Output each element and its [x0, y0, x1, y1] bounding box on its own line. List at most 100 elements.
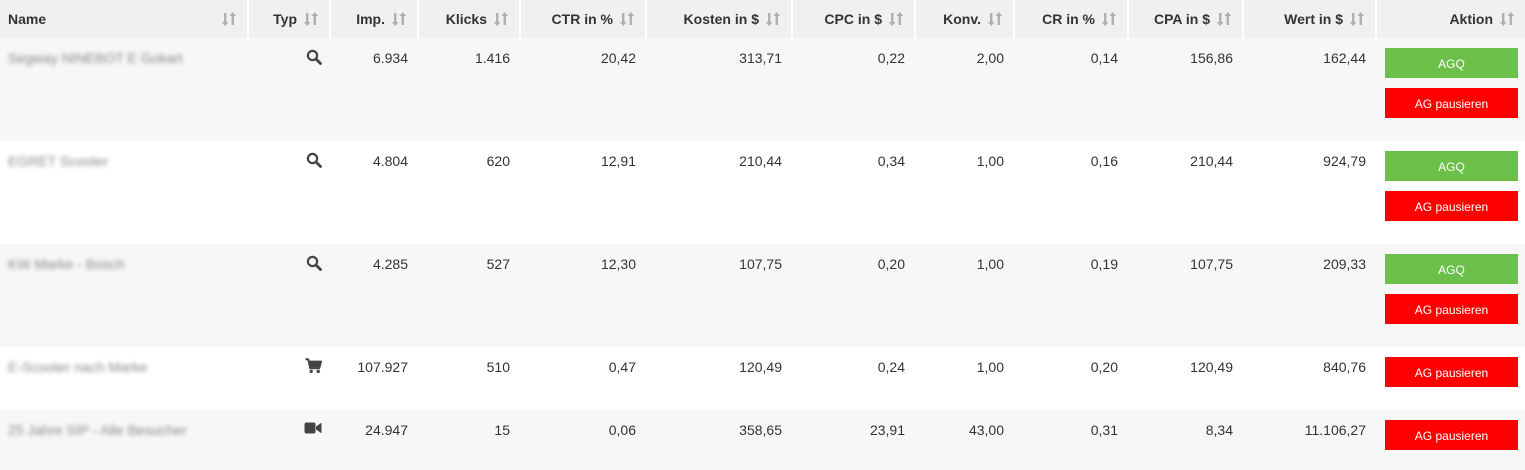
table-row: Segway NINEBOT E Gokart 6.934 1.416 20,4…: [0, 38, 1525, 141]
cell-ctr: 0,06: [520, 410, 646, 470]
sort-icon[interactable]: [303, 11, 319, 27]
column-header-label: CR in %: [1042, 11, 1095, 27]
agq-button[interactable]: AGQ: [1385, 48, 1518, 78]
search-icon: [306, 152, 322, 168]
cell-konv: 2,00: [915, 38, 1014, 141]
sort-icon[interactable]: [619, 11, 635, 27]
cell-kosten: 358,65: [646, 410, 792, 470]
shopping-cart-icon: [305, 358, 322, 374]
sort-icon[interactable]: [987, 11, 1003, 27]
pause-ad-group-button[interactable]: AG pausieren: [1385, 191, 1518, 221]
cell-aktion: AG pausieren: [1376, 410, 1525, 470]
cell-cpa: 156,86: [1128, 38, 1243, 141]
cell-cpa: 120,49: [1128, 347, 1243, 410]
cell-imp: 6.934: [330, 38, 418, 141]
sort-icon[interactable]: [1101, 11, 1117, 27]
agq-button[interactable]: AGQ: [1385, 151, 1518, 181]
table-row: E-Scooter nach Marke 107.927 510 0,47 12…: [0, 347, 1525, 410]
table-row: 25 Jahre SIP - Alle Besucher 24.947 15 0…: [0, 410, 1525, 470]
cell-aktion: AGQ AG pausieren: [1376, 141, 1525, 244]
cell-wert: 924,79: [1243, 141, 1376, 244]
column-header-label: Konv.: [943, 11, 981, 27]
cell-cr: 0,14: [1014, 38, 1128, 141]
sort-icon[interactable]: [765, 11, 781, 27]
cell-klicks: 15: [418, 410, 520, 470]
cell-cpc: 0,24: [792, 347, 915, 410]
column-header-aktion[interactable]: Aktion: [1376, 0, 1525, 38]
sort-icon[interactable]: [888, 11, 904, 27]
cell-name[interactable]: E-Scooter nach Marke: [0, 347, 248, 410]
cell-cpa: 8,34: [1128, 410, 1243, 470]
sort-icon[interactable]: [493, 11, 509, 27]
sort-icon[interactable]: [221, 11, 237, 27]
sort-icon[interactable]: [1349, 11, 1365, 27]
sort-icon[interactable]: [1216, 11, 1232, 27]
cell-kosten: 107,75: [646, 244, 792, 347]
search-icon: [306, 49, 322, 65]
cell-name[interactable]: KW Marke - Bosch: [0, 244, 248, 347]
column-header-label: CPA in $: [1153, 11, 1210, 27]
cell-name[interactable]: EGRET Scooter: [0, 141, 248, 244]
column-header-cpa[interactable]: CPA in $: [1128, 0, 1244, 38]
column-header-imp[interactable]: Imp.: [330, 0, 419, 38]
cell-cpc: 0,22: [792, 38, 915, 141]
cell-typ: [248, 38, 330, 141]
sort-icon[interactable]: [1499, 11, 1515, 27]
search-icon: [306, 255, 322, 271]
cell-imp: 4.285: [330, 244, 418, 347]
cell-imp: 24.947: [330, 410, 418, 470]
column-header-kosten[interactable]: Kosten in $: [646, 0, 793, 38]
cell-wert: 162,44: [1243, 38, 1376, 141]
column-header-typ[interactable]: Typ: [248, 0, 331, 38]
column-header-konv[interactable]: Konv.: [915, 0, 1015, 38]
column-header-cpc[interactable]: CPC in $: [792, 0, 916, 38]
pause-ad-group-button[interactable]: AG pausieren: [1385, 420, 1518, 450]
cell-aktion: AGQ AG pausieren: [1376, 38, 1525, 141]
cell-cpc: 23,91: [792, 410, 915, 470]
cell-ctr: 20,42: [520, 38, 646, 141]
cell-typ: [248, 141, 330, 244]
agq-button[interactable]: AGQ: [1385, 254, 1518, 284]
cell-typ: [248, 347, 330, 410]
cell-cr: 0,31: [1014, 410, 1128, 470]
column-header-ctr[interactable]: CTR in %: [520, 0, 647, 38]
column-header-label: Klicks: [445, 11, 487, 27]
cell-cpc: 0,20: [792, 244, 915, 347]
cell-konv: 1,00: [915, 244, 1014, 347]
cell-klicks: 620: [418, 141, 520, 244]
cell-kosten: 210,44: [646, 141, 792, 244]
table-row: KW Marke - Bosch 4.285 527 12,30 107,75 …: [0, 244, 1525, 347]
cell-konv: 1,00: [915, 347, 1014, 410]
column-header-label: Aktion: [1449, 11, 1493, 27]
cell-kosten: 120,49: [646, 347, 792, 410]
cell-klicks: 1.416: [418, 38, 520, 141]
cell-wert: 840,76: [1243, 347, 1376, 410]
cell-aktion: AGQ AG pausieren: [1376, 244, 1525, 347]
cell-typ: [248, 244, 330, 347]
column-header-name[interactable]: Name: [0, 0, 249, 38]
pause-ad-group-button[interactable]: AG pausieren: [1385, 88, 1518, 118]
pause-ad-group-button[interactable]: AG pausieren: [1385, 357, 1518, 387]
column-header-klicks[interactable]: Klicks: [418, 0, 521, 38]
campaign-name[interactable]: 25 Jahre SIP - Alle Besucher: [8, 422, 187, 438]
cell-ctr: 12,30: [520, 244, 646, 347]
table-header-row: Name Typ Imp. Klicks CTR in % Kosten in …: [0, 0, 1525, 38]
column-header-wert[interactable]: Wert in $: [1243, 0, 1377, 38]
cell-name[interactable]: Segway NINEBOT E Gokart: [0, 38, 248, 141]
cell-cpc: 0,34: [792, 141, 915, 244]
campaign-name[interactable]: KW Marke - Bosch: [8, 256, 125, 272]
cell-kosten: 313,71: [646, 38, 792, 141]
cell-konv: 43,00: [915, 410, 1014, 470]
cell-name[interactable]: 25 Jahre SIP - Alle Besucher: [0, 410, 248, 470]
column-header-cr[interactable]: CR in %: [1014, 0, 1129, 38]
sort-icon[interactable]: [391, 11, 407, 27]
campaign-name[interactable]: EGRET Scooter: [8, 153, 109, 169]
campaign-name[interactable]: E-Scooter nach Marke: [8, 359, 148, 375]
cell-klicks: 527: [418, 244, 520, 347]
campaign-name[interactable]: Segway NINEBOT E Gokart: [8, 50, 183, 66]
cell-ctr: 12,91: [520, 141, 646, 244]
column-header-label: Kosten in $: [683, 11, 759, 27]
pause-ad-group-button[interactable]: AG pausieren: [1385, 294, 1518, 324]
column-header-label: Imp.: [356, 11, 385, 27]
